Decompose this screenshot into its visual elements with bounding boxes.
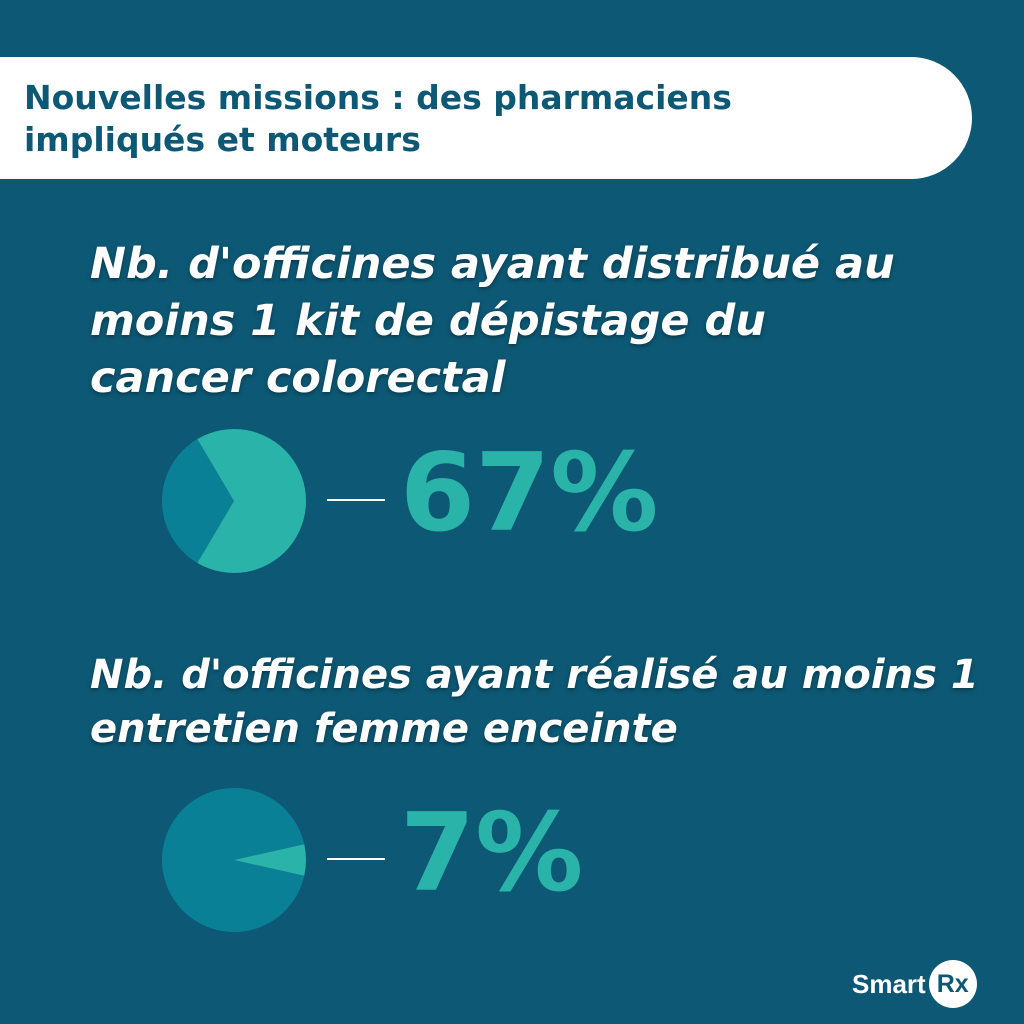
chart-1-value-label: 67% [400,431,659,556]
pie-2-slice-highlight [234,844,306,876]
connector-line-1 [327,499,385,501]
logo-text: Smart [852,968,926,999]
pie-chart-1 [162,429,306,573]
pie-1-slice-highlight [197,429,306,573]
chart-1-title: Nb. d'officines ayant distribué au moins… [90,239,895,403]
logo-badge: Rx [928,960,977,1008]
pie-chart-2 [162,788,306,932]
chart-2-value-label: 7% [400,791,584,916]
page-title: Nouvelles missions : des pharmaciens imp… [24,78,732,159]
connector-line-2 [327,858,385,860]
chart-2-title: Nb. d'officines ayant réalisé au moins 1… [90,652,979,752]
pie-2-slice-rest [162,788,305,932]
pie-1-slice-rest [162,439,234,563]
smartrx-logo: Smart Rx [852,955,977,1013]
title-banner: Nouvelles missions : des pharmaciens imp… [0,57,972,179]
